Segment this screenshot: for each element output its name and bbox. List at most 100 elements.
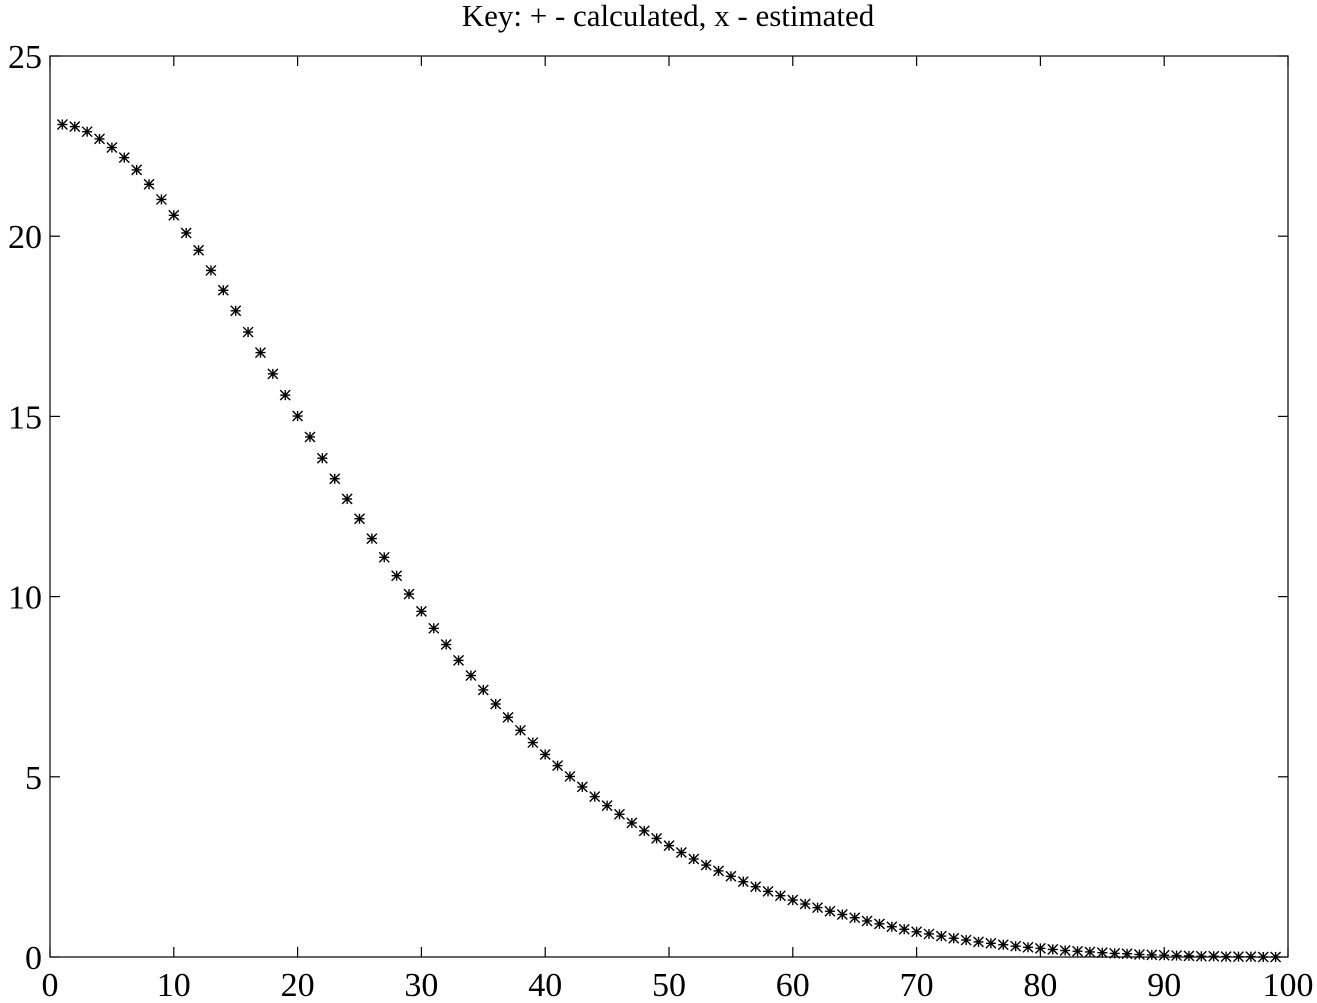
x-marker	[576, 781, 588, 793]
x-marker	[973, 936, 984, 948]
x-marker	[1034, 942, 1046, 954]
x-marker	[205, 264, 217, 276]
x-marker	[688, 853, 700, 865]
x-marker	[180, 227, 192, 239]
y-tick-label: 15	[8, 399, 42, 436]
x-marker	[564, 770, 576, 782]
x-marker	[824, 905, 836, 917]
x-marker	[514, 724, 526, 736]
axis-ticks	[49, 55, 1289, 958]
x-marker	[1171, 950, 1183, 962]
x-marker	[403, 588, 415, 600]
x-marker	[1270, 951, 1282, 963]
x-marker	[1195, 950, 1207, 962]
x-tick-label: 40	[528, 967, 562, 1003]
x-marker	[861, 915, 873, 927]
x-marker	[242, 326, 254, 338]
x-marker	[155, 193, 167, 205]
x-tick-label: 30	[404, 967, 438, 1003]
x-marker	[613, 808, 625, 820]
x-marker	[948, 932, 960, 944]
x-marker	[354, 513, 365, 525]
x-marker	[1047, 943, 1059, 955]
x-marker	[415, 605, 427, 617]
x-marker	[725, 870, 737, 882]
x-marker	[1010, 940, 1022, 952]
x-marker	[799, 898, 811, 910]
x-marker	[836, 908, 848, 920]
x-marker	[193, 244, 205, 256]
x-marker	[898, 923, 910, 935]
x-marker	[911, 926, 923, 938]
x-marker	[69, 121, 81, 133]
x-marker	[774, 890, 786, 902]
x-marker	[490, 698, 502, 710]
x-tick-label: 90	[1147, 967, 1181, 1003]
x-marker	[465, 670, 477, 682]
x-tick-label: 50	[652, 967, 686, 1003]
x-marker	[601, 800, 613, 812]
chart-title: Key: + - calculated, x - estimated	[462, 0, 875, 33]
x-marker	[675, 846, 687, 858]
x-marker	[1220, 951, 1232, 963]
x-marker	[873, 918, 885, 930]
series-calculated	[57, 119, 1281, 962]
x-marker	[638, 825, 650, 837]
x-marker	[1232, 951, 1244, 963]
x-marker	[589, 791, 601, 803]
x-tick-label: 100	[1263, 967, 1314, 1003]
x-marker	[81, 126, 93, 138]
plot-frame	[49, 55, 1289, 958]
x-marker	[1096, 947, 1108, 959]
x-marker	[1133, 948, 1145, 960]
x-marker	[737, 876, 749, 888]
x-marker	[1158, 949, 1170, 961]
x-marker	[279, 389, 291, 401]
x-marker	[886, 921, 898, 933]
x-marker	[1022, 941, 1034, 953]
x-marker	[713, 865, 725, 877]
x-marker	[304, 431, 316, 443]
x-marker	[923, 928, 935, 940]
x-tick-label: 70	[900, 967, 934, 1003]
x-marker	[552, 760, 564, 772]
x-marker	[94, 133, 106, 145]
x-marker	[997, 939, 1009, 951]
x-marker	[329, 473, 341, 485]
x-marker	[935, 930, 947, 942]
x-marker	[539, 748, 551, 760]
x-marker	[131, 164, 143, 176]
x-marker	[1059, 945, 1071, 957]
x-marker	[1245, 951, 1257, 963]
x-marker	[787, 894, 799, 906]
x-marker	[1109, 947, 1121, 959]
x-marker	[453, 654, 465, 666]
series-estimated	[56, 118, 1282, 963]
x-marker	[1084, 946, 1096, 958]
y-tick-label: 10	[8, 580, 42, 617]
x-marker	[1072, 945, 1084, 957]
x-tick-label: 10	[157, 967, 191, 1003]
x-marker	[143, 178, 155, 190]
x-marker	[762, 885, 774, 897]
x-marker	[663, 840, 675, 852]
x-marker	[292, 410, 304, 422]
x-marker	[428, 622, 440, 634]
x-marker	[254, 347, 266, 359]
x-marker	[1121, 948, 1133, 960]
x-marker	[502, 711, 514, 723]
x-marker	[440, 639, 452, 651]
x-marker	[230, 305, 242, 317]
x-marker	[960, 934, 972, 946]
x-marker	[651, 832, 663, 844]
y-axis-tick-labels: 0 5 10 15 20 25	[8, 39, 42, 977]
x-marker	[267, 368, 279, 380]
x-marker	[56, 118, 68, 130]
x-marker	[1146, 949, 1158, 961]
x-tick-label: 80	[1023, 967, 1057, 1003]
x-marker	[477, 684, 489, 696]
x-marker	[849, 912, 861, 924]
x-marker	[106, 142, 118, 154]
x-tick-label: 0	[42, 967, 59, 1003]
data-markers	[56, 118, 1282, 963]
